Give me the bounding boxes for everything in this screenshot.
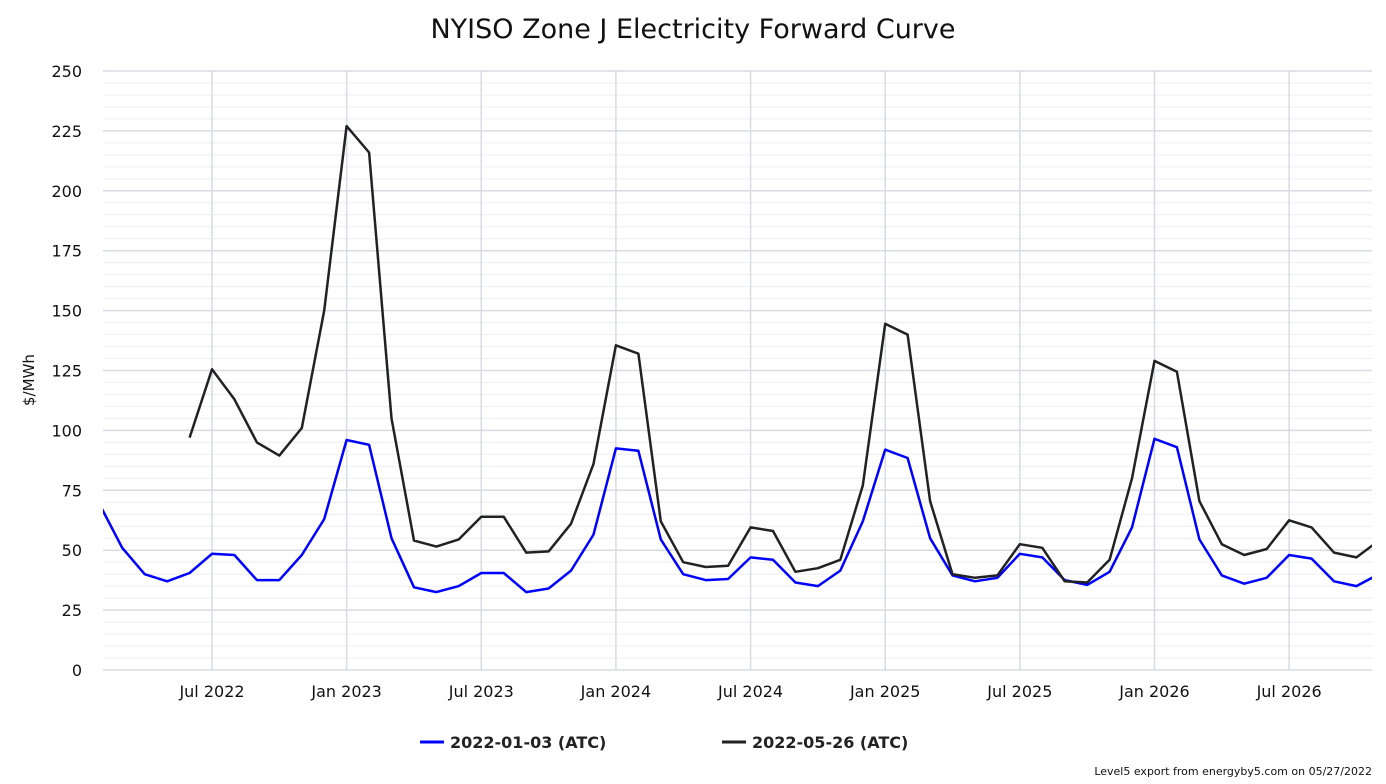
- y-tick-label: 125: [51, 362, 82, 381]
- y-tick-label: 200: [51, 182, 82, 201]
- y-tick-label: 0: [72, 661, 82, 680]
- y-tick-label: 50: [62, 541, 82, 560]
- x-tick-label: Jul 2026: [1256, 682, 1322, 701]
- y-tick-label: 100: [51, 421, 82, 440]
- x-tick-label: Jan 2024: [580, 682, 651, 701]
- x-tick-label: Jul 2022: [178, 682, 244, 701]
- footer-credit: Level5 export from energyby5.com on 05/2…: [1094, 765, 1372, 778]
- y-tick-label: 75: [62, 481, 82, 500]
- x-tick-label: Jul 2024: [717, 682, 783, 701]
- legend-item-1[interactable]: 2022-01-03 (ATC): [420, 733, 606, 752]
- legend-item-2[interactable]: 2022-05-26 (ATC): [722, 733, 908, 752]
- y-tick-label: 25: [62, 601, 82, 620]
- y-tick-label: 225: [51, 122, 82, 141]
- series-line-2: [188, 124, 1372, 584]
- legend-label: 2022-05-26 (ATC): [752, 733, 908, 752]
- x-tick-label: Jul 2025: [986, 682, 1052, 701]
- x-tick-label: Jan 2023: [310, 682, 381, 701]
- x-tick-label: Jan 2025: [849, 682, 920, 701]
- x-tick-label: Jul 2023: [448, 682, 514, 701]
- series-line-1: [103, 437, 1372, 594]
- x-tick-label: Jan 2026: [1118, 682, 1189, 701]
- y-tick-label: 175: [51, 242, 82, 261]
- y-axis-label: $/MWh: [20, 354, 38, 406]
- y-tick-label: 150: [51, 302, 82, 321]
- legend-label: 2022-01-03 (ATC): [450, 733, 606, 752]
- chart-title: NYISO Zone J Electricity Forward Curve: [430, 14, 955, 45]
- y-tick-label: 250: [51, 62, 82, 81]
